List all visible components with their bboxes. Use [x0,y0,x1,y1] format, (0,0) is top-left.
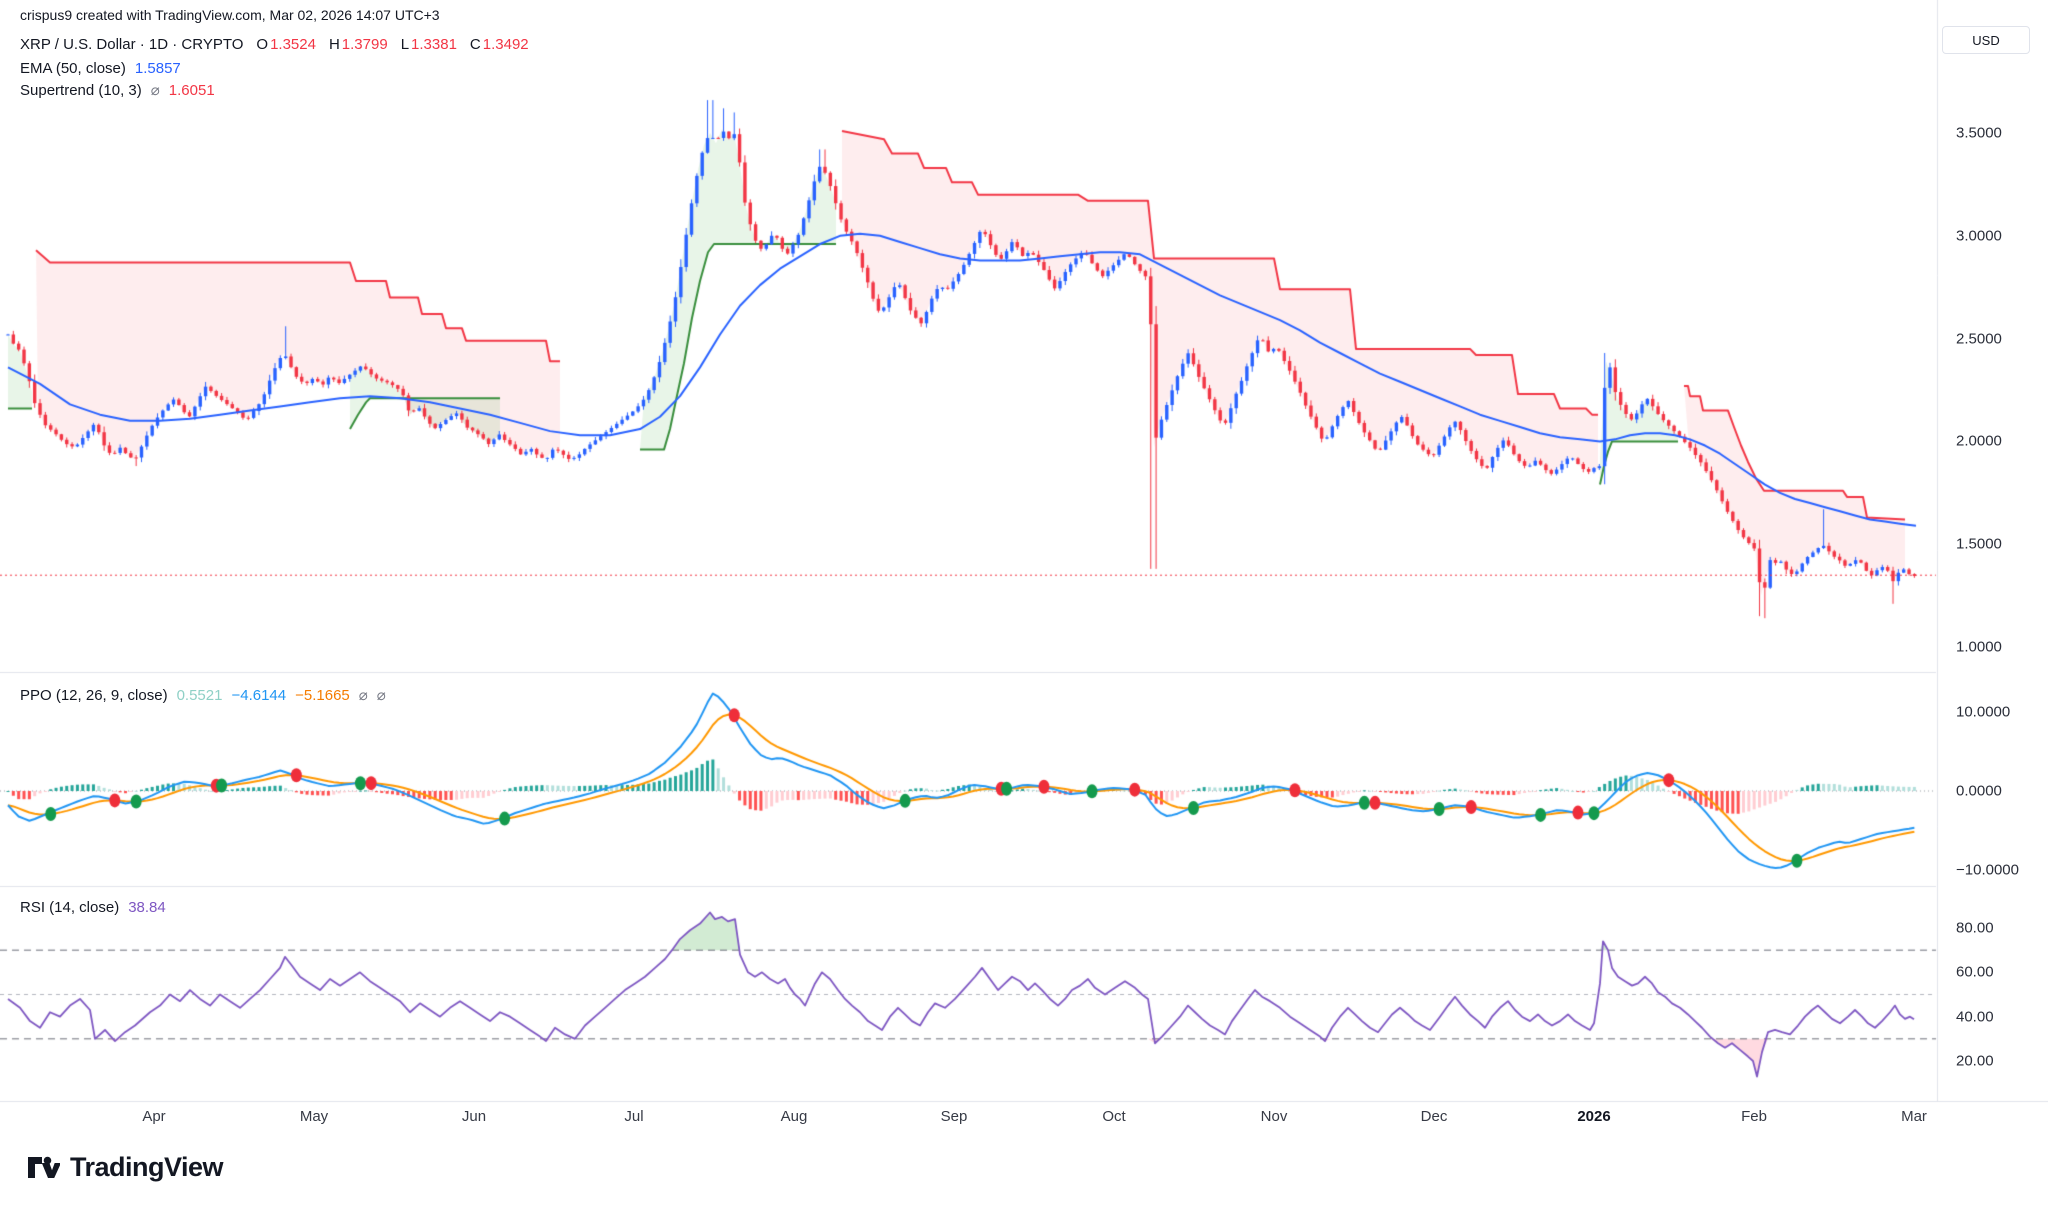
ppo-legend[interactable]: PPO (12, 26, 9, close) 0.5521 −4.6144 −5… [20,686,386,704]
x-axis-month-label: Mar [1901,1108,1927,1125]
x-axis-month-label: Sep [940,1108,968,1125]
ohlc-high: H 1.3799 [328,36,388,53]
price-tick-label: 3.5000 [1956,124,2002,142]
ppo-legend-name: PPO (12, 26, 9, close) [20,687,168,704]
x-axis-month-label: Dec [1420,1108,1448,1125]
x-axis-month-label: Feb [1741,1108,1767,1125]
rsi-legend-value: 38.84 [128,899,166,916]
average-icon: ⌀ [376,687,386,704]
x-axis-month-label: Jun [461,1108,487,1125]
watermark: crispus9 created with TradingView.com, M… [20,7,440,23]
tradingview-logo-icon [28,1156,60,1178]
rsi-tick-label: 20.00 [1956,1052,1994,1070]
ppo-tick-label: 0.0000 [1956,782,2002,800]
rsi-legend[interactable]: RSI (14, close) 38.84 [20,899,166,916]
average-icon: ⌀ [358,687,368,704]
price-tick-label: 1.0000 [1956,638,2002,656]
x-axis-month-label: May [299,1108,329,1125]
price-tick-label: 1.5000 [1956,535,2002,553]
x-axis-month-label: Oct [1102,1108,1126,1125]
symbol-legend[interactable]: XRP / U.S. Dollar · 1D · CRYPTO O 1.3524 … [20,36,529,53]
symbol-title: XRP / U.S. Dollar · 1D · CRYPTO [20,36,244,53]
rsi-legend-name: RSI (14, close) [20,899,120,916]
x-axis-month-label: Jul [624,1108,644,1125]
ohlc-close: C 1.3492 [469,36,529,53]
ema-legend[interactable]: EMA (50, close) 1.5857 [20,60,181,77]
supertrend-legend[interactable]: Supertrend (10, 3) ⌀ 1.6051 [20,81,215,99]
ohlc-open: O 1.3524 [256,36,316,53]
x-axis-month-label: Aug [780,1108,808,1125]
ppo-hist-value: 0.5521 [176,687,223,704]
price-tick-label: 3.0000 [1956,227,2002,245]
ppo-line-value: −4.6144 [231,687,287,704]
ohlc-low: L 1.3381 [400,36,457,53]
price-tick-label: 2.5000 [1956,330,2002,348]
ppo-tick-label: 10.0000 [1956,703,2011,721]
tradingview-logo-text: TradingView [70,1151,224,1182]
ema-legend-name: EMA (50, close) [20,60,126,77]
ppo-tick-label: −10.0000 [1956,861,2019,879]
ppo-signal-value: −5.1665 [295,687,350,704]
x-axis-month-label: 2026 [1577,1108,1611,1125]
average-icon: ⌀ [150,82,160,99]
x-axis-month-label: Nov [1260,1108,1288,1125]
tradingview-logo[interactable]: TradingView [26,1150,224,1184]
supertrend-legend-name: Supertrend (10, 3) [20,82,142,99]
ema-legend-value: 1.5857 [134,60,181,77]
supertrend-legend-value: 1.6051 [168,82,215,99]
rsi-tick-label: 40.00 [1956,1008,1994,1026]
x-axis-month-label: Apr [142,1108,166,1125]
rsi-tick-label: 80.00 [1956,919,1994,937]
rsi-tick-label: 60.00 [1956,963,1994,981]
price-tick-label: 2.0000 [1956,432,2002,450]
chart-canvas[interactable] [0,0,2048,1140]
currency-toggle-button[interactable]: USD [1942,26,2030,54]
